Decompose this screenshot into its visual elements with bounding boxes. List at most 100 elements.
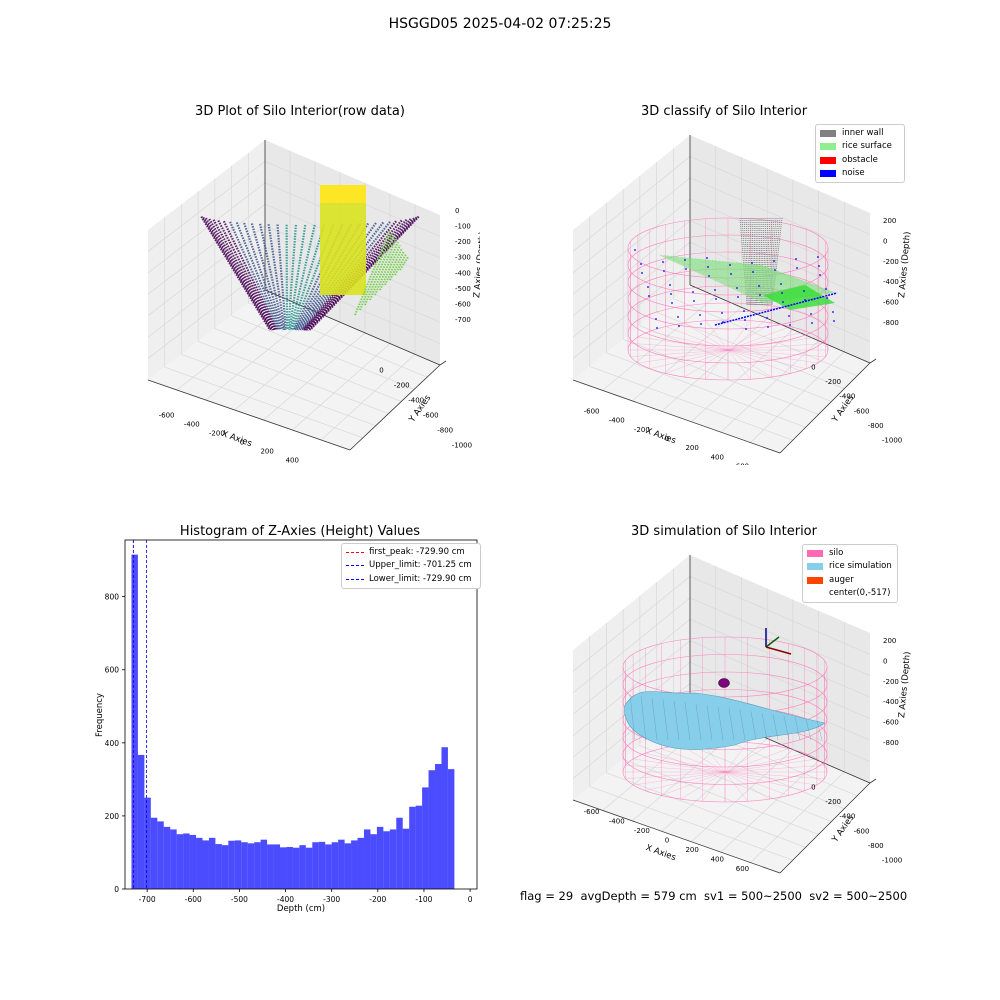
x-tick-label: -200 — [634, 827, 650, 835]
noise-point — [737, 296, 739, 298]
point-streak — [379, 244, 401, 291]
histogram-bar — [150, 817, 158, 889]
surface-mesh-line — [794, 717, 801, 741]
y-tick-label: -200 — [825, 798, 841, 806]
y-tick-label: -200 — [394, 382, 410, 390]
grid-line — [689, 618, 871, 698]
x-tick-label: -200 — [369, 895, 386, 904]
axes-pane — [148, 140, 265, 380]
noise-point — [634, 249, 636, 251]
z-tick-label: -600 — [883, 299, 899, 307]
rice-surface-point — [749, 263, 828, 295]
histogram-bar — [176, 834, 184, 889]
histogram-title: Histogram of Z-Axies (Height) Values — [179, 524, 421, 539]
grid-line — [689, 220, 871, 300]
noise-point — [677, 316, 679, 318]
axis-line — [779, 782, 871, 874]
x-tick-label: 200 — [685, 846, 698, 854]
y-tick-label: -600 — [854, 827, 870, 835]
noise-point — [758, 285, 760, 287]
grid-line — [572, 597, 691, 694]
grid-line — [198, 341, 389, 414]
point-streak — [300, 221, 391, 331]
x-tick-label: -400 — [277, 895, 294, 904]
legend-entry: obstacle — [820, 154, 900, 167]
point-streak — [287, 224, 297, 331]
surface-mesh-line — [728, 708, 735, 741]
noise-point — [684, 259, 686, 261]
x-tick-label: -200 — [634, 426, 650, 434]
point-column-top — [320, 185, 366, 203]
simulation-plot-title: 3D simulation of Silo Interior — [631, 524, 817, 539]
raw-plot-title: 3D Plot of Silo Interior(row data) — [195, 104, 405, 119]
y-tick-label: -400 — [408, 397, 424, 405]
grid-line — [689, 177, 871, 257]
grid-line — [631, 307, 742, 402]
grid-line — [720, 760, 819, 853]
x-tick-label: 0 — [665, 837, 669, 845]
legend-label: Lower_limit: -729.90 cm — [369, 573, 472, 584]
noise-point — [700, 323, 702, 325]
grid-line — [572, 619, 691, 715]
rice-surface-point — [683, 257, 783, 301]
x-tick-label: -200 — [209, 430, 225, 438]
classify-plot-title: 3D classify of Silo Interior — [640, 104, 808, 119]
histogram-bar — [292, 847, 300, 889]
legend-swatch — [807, 563, 823, 571]
noise-point — [743, 310, 745, 312]
noise-point — [736, 287, 738, 289]
noise-point — [663, 270, 665, 272]
noise-point — [685, 268, 687, 270]
y-tick-label: 0 — [114, 885, 119, 894]
grid-line — [689, 576, 871, 655]
point-streak — [200, 215, 271, 331]
z-tick-label: -500 — [455, 285, 471, 293]
noise-point — [795, 258, 797, 260]
inner-wall-point — [747, 217, 753, 306]
y-tick-label: 800 — [105, 593, 120, 602]
noise-point — [655, 318, 657, 320]
legend-label: rice surface — [842, 141, 892, 152]
grid-line — [589, 366, 793, 441]
point-streak — [276, 224, 287, 331]
histogram-bar — [357, 837, 364, 889]
surface-mesh-line — [629, 694, 636, 741]
grid-line — [572, 156, 691, 252]
legend-entry: Upper_limit: -701.25 cm — [346, 559, 476, 572]
point-streak — [354, 229, 391, 316]
y-direction-arrow — [765, 636, 780, 648]
histogram-bar — [157, 821, 164, 889]
x-axis-label: X Axies — [644, 843, 677, 863]
rice-surface-point — [666, 255, 771, 303]
legend-entry: rice surface — [820, 140, 900, 153]
histogram-axes: -700 -600 -500 -400 -300 -200 -100 0 0 200 400 600 8… — [105, 539, 478, 904]
histogram-bar — [202, 840, 209, 889]
classify-legend: inner wall rice surface obstacle noise — [815, 124, 905, 184]
noise-point — [803, 290, 805, 292]
x-tick-label: 600 — [736, 865, 749, 873]
legend-swatch — [820, 130, 836, 138]
x-direction-arrow — [765, 646, 792, 655]
y-tick-label: -600 — [854, 407, 870, 415]
point-streak — [394, 253, 407, 276]
histogram-ylabel: Frequency — [95, 693, 105, 737]
y-tick-label: 600 — [105, 666, 120, 675]
legend-entry: Lower_limit: -729.90 cm — [346, 573, 476, 586]
legend-entry: rice simulation — [807, 560, 893, 573]
noise-point — [693, 300, 695, 302]
surface-mesh-line — [761, 712, 768, 741]
grid-line — [572, 576, 691, 672]
y-tick-label: 200 — [105, 812, 120, 821]
noise-point — [817, 256, 819, 258]
grid-line — [661, 318, 768, 412]
grid-line — [234, 321, 341, 411]
noise-point — [715, 298, 717, 300]
point-streak — [369, 238, 397, 301]
x-tick-label: -700 — [139, 895, 156, 904]
surface-mesh-line — [739, 709, 746, 741]
grid-line — [181, 353, 376, 427]
grid-line — [164, 366, 363, 439]
axes-pane — [573, 285, 870, 453]
noise-point — [648, 295, 650, 297]
legend-swatch — [807, 550, 823, 558]
